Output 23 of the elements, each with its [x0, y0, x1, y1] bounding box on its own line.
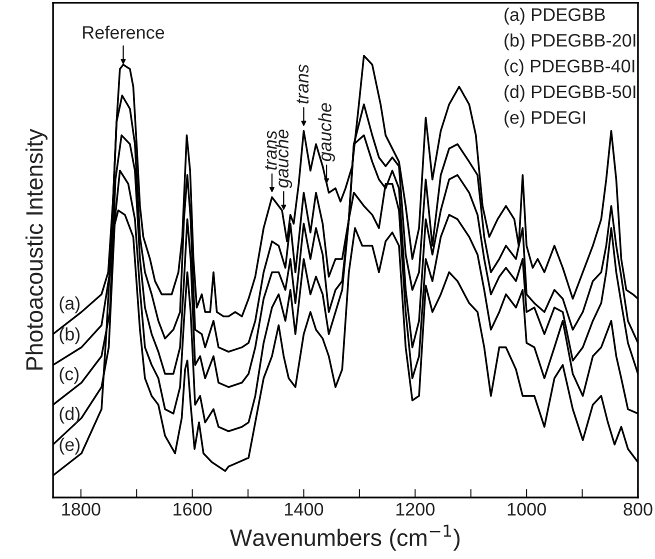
annotation: trans — [296, 64, 309, 104]
annotation: Reference — [83, 26, 164, 39]
x-tick-label: 1800 — [62, 502, 100, 516]
annotation: trans — [264, 130, 277, 170]
x-axis-title: Wavenumbers (cm$^{−1}$) — [230, 524, 460, 551]
text: (a) PDEGBB — [504, 8, 605, 25]
series-label: (d) — [60, 406, 80, 424]
text: (b) PDEGBB-20I — [504, 33, 636, 50]
series-label: (b) — [60, 327, 80, 344]
x-tick-label: 1200 — [396, 502, 435, 516]
series-label: (e) — [60, 438, 80, 455]
x-tick-label: 1000 — [508, 502, 546, 516]
y-axis-title: Photoacoustic Intensity — [25, 128, 48, 370]
x-tick-label: 1400 — [285, 502, 324, 516]
annotation: (c) PDEGBB-40I — [504, 59, 634, 76]
series-label: (a) — [60, 296, 80, 314]
annotation: gauche — [275, 130, 292, 188]
series-label: (c) — [60, 367, 79, 384]
annotation: (e) PDEGI — [504, 110, 586, 128]
x-tick-label: 1600 — [174, 502, 212, 516]
annotation: (d) PDEGBB-50I — [504, 84, 636, 102]
x-tick-label: 800 — [624, 502, 652, 516]
annotation: gauche — [318, 103, 335, 162]
